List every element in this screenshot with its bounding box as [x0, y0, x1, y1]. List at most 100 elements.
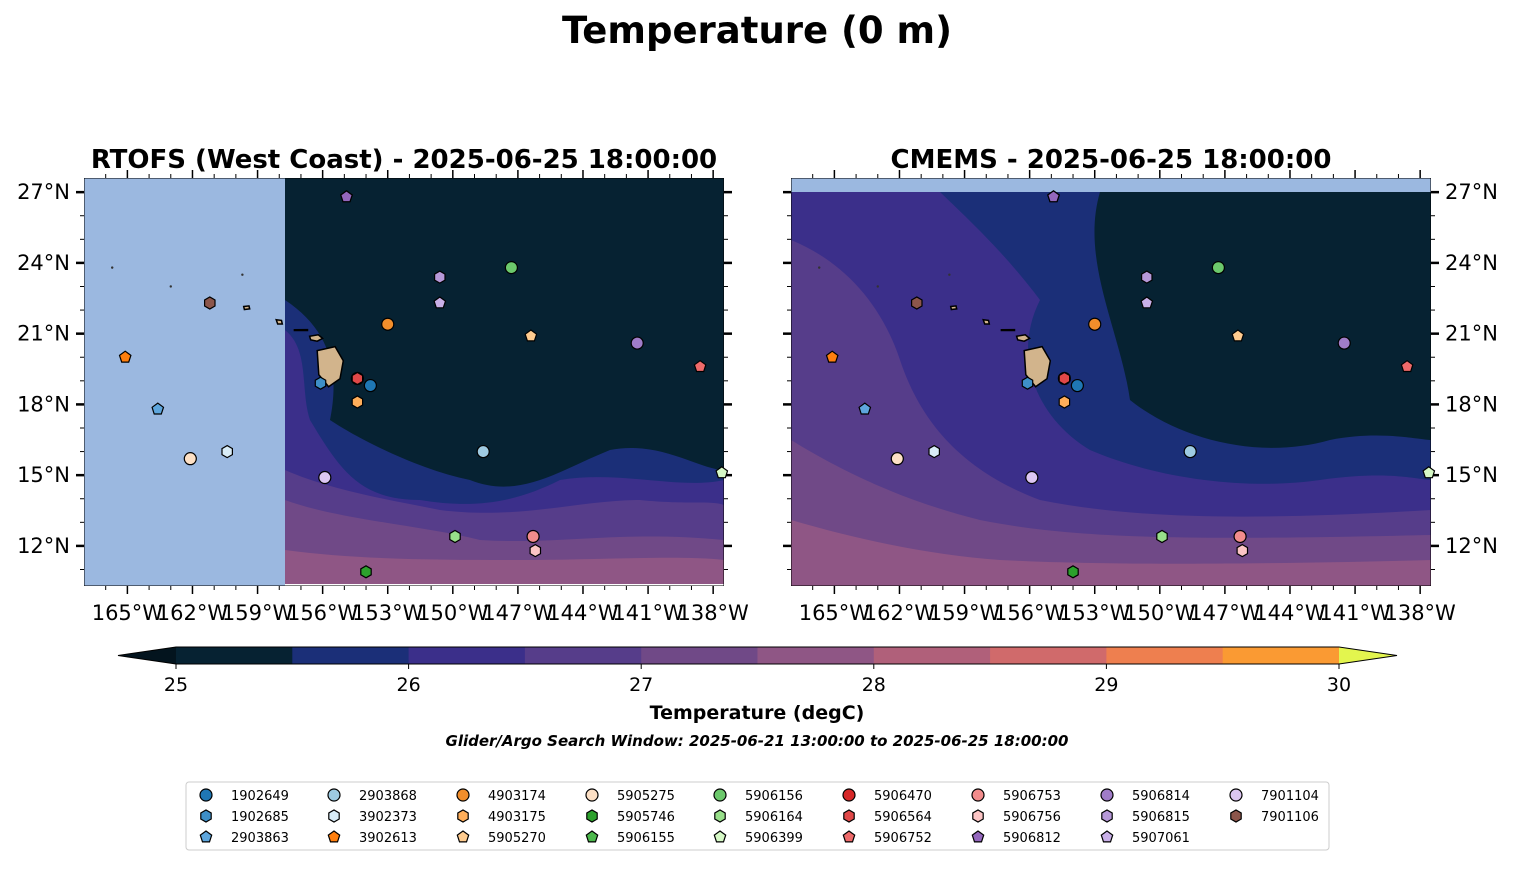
colorbar-segment-7	[990, 647, 1107, 664]
marker-5906814-right	[1337, 336, 1351, 350]
legend-label-5906564: 5906564	[874, 810, 932, 825]
legend-marker-3902373	[328, 809, 340, 823]
marker-2903863-left	[151, 402, 165, 415]
marker-5906399-right	[1422, 466, 1436, 479]
island-oahu-left	[275, 318, 284, 325]
legend-frame	[185, 781, 1330, 851]
legend-marker-5906564	[843, 809, 855, 823]
colorbar-label: Temperature (degC)	[650, 702, 865, 724]
island-molokai-left	[293, 328, 309, 332]
legend-marker-5906164	[714, 809, 726, 823]
left-panel-title: RTOFS (West Coast) - 2025-06-25 18:00:00	[91, 145, 717, 175]
x-tick-label-left-8: 141°W	[612, 601, 684, 625]
legend-label-4903174: 4903174	[488, 789, 546, 804]
x-tick-label-right-9: 138°W	[1384, 601, 1456, 625]
marker-5906164-left	[449, 529, 461, 544]
marker-1902685-right	[1021, 376, 1034, 390]
marker-1902685-left	[314, 376, 327, 390]
marker-5906156-left	[504, 261, 518, 275]
y-tick-label-right-1: 24°N	[1445, 251, 1498, 275]
float-markers	[118, 190, 1436, 579]
marker-5906753-right	[1233, 529, 1247, 544]
legend-marker-5906753	[971, 788, 985, 802]
marker-5906756-left	[529, 543, 542, 558]
legend-label-2903863: 2903863	[231, 831, 289, 846]
marker-5905270-left	[524, 329, 538, 342]
marker-5905275-left	[183, 452, 197, 466]
islet-right-1	[876, 285, 879, 288]
marker-5906753-left	[526, 529, 540, 544]
legend-marker-5907061	[1100, 830, 1114, 843]
legend-marker-5906756	[972, 809, 984, 823]
colorbar-segment-5	[757, 647, 875, 664]
legend-label-2903868: 2903868	[359, 789, 417, 804]
legend-marker-7901106	[1230, 809, 1242, 823]
island-oahu-right	[982, 318, 991, 325]
legend-marker-1902685	[200, 809, 212, 823]
legend-marker-5906470	[842, 788, 856, 802]
x-tick-label-right-3: 156°W	[994, 601, 1066, 625]
marker-4903175-right	[1058, 395, 1071, 409]
left-nodata-area	[84, 178, 285, 586]
x-tick-label-left-0: 165°W	[92, 601, 164, 625]
marker-4903174-right	[1088, 317, 1102, 331]
x-tick-label-right-2: 159°W	[929, 601, 1001, 625]
legend-label-5905275: 5905275	[617, 789, 675, 804]
island-maui-right	[1015, 334, 1031, 342]
colorbar-segment-3	[524, 647, 642, 664]
y-tick-label-right-5: 12°N	[1445, 534, 1498, 558]
marker-5906399-left	[715, 466, 729, 479]
legend-label-5907061: 5907061	[1132, 831, 1190, 846]
marker-5906752-right	[1400, 359, 1414, 373]
figure-title: Temperature (0 m)	[562, 9, 952, 52]
legend-label-5906812: 5906812	[1003, 831, 1061, 846]
marker-5906564-right	[1058, 371, 1071, 386]
legend-label-5906399: 5906399	[745, 831, 803, 846]
marker-5906164-right	[1156, 529, 1168, 544]
islet-right-2	[948, 273, 951, 276]
y-tick-label-left-2: 21°N	[17, 322, 70, 346]
x-tick-label-right-4: 153°W	[1059, 601, 1131, 625]
legend-marker-4903175	[457, 809, 469, 823]
legend-label-5906470: 5906470	[874, 789, 932, 804]
colorbar: 25 26 27 28 29 30	[117, 646, 1398, 696]
colorbar-segment-2	[408, 647, 526, 664]
marker-1902649-right	[1070, 378, 1084, 393]
colorbar-tick-label-4: 29	[1094, 674, 1118, 696]
marker-4903174-left	[381, 317, 395, 331]
legend-label-5905270: 5905270	[488, 831, 546, 846]
x-tick-label-left-9: 138°W	[677, 601, 749, 625]
x-tick-label-right-7: 144°W	[1254, 601, 1326, 625]
marker-5905746-right	[1067, 565, 1079, 579]
legend-marker-5906814	[1100, 788, 1114, 802]
y-tick-label-right-0: 27°N	[1445, 180, 1498, 204]
legend-label-1902649: 1902649	[231, 789, 289, 804]
colorbar-segment-0	[176, 647, 293, 664]
x-tick-label-left-1: 162°W	[157, 601, 229, 625]
legend-marker-5905746	[586, 809, 598, 823]
colorbar-segment-9	[1222, 647, 1340, 664]
legend-marker-4903174	[456, 788, 470, 802]
colorbar-segment-4	[641, 647, 758, 664]
legend-label-5906164: 5906164	[745, 810, 803, 825]
marker-5906156-right	[1211, 261, 1225, 275]
colorbar-tick-label-3: 28	[862, 674, 886, 696]
marker-2903868-right	[1183, 444, 1197, 459]
colorbar-segment-8	[1106, 647, 1224, 664]
colorbar-over-arrow	[1339, 647, 1397, 664]
y-tick-label-left-4: 15°N	[17, 463, 70, 487]
legend-marker-2903863	[199, 830, 213, 843]
islet-right-0	[818, 266, 821, 269]
x-tick-label-left-6: 147°W	[482, 601, 554, 625]
left-warm-band-5	[285, 550, 724, 584]
x-tick-label-left-2: 159°W	[222, 601, 294, 625]
colorbar-under-arrow	[118, 647, 176, 664]
marker-5906815-left	[434, 270, 446, 284]
legend: 1902649 1902685 2903863 2903868 3902373 39026…	[185, 781, 1330, 851]
legend-marker-3902613	[327, 830, 341, 843]
legend-label-7901104: 7901104	[1261, 789, 1319, 804]
marker-7901104-left	[318, 470, 332, 485]
marker-7901106-right	[911, 296, 923, 310]
legend-label-1902685: 1902685	[231, 810, 289, 825]
